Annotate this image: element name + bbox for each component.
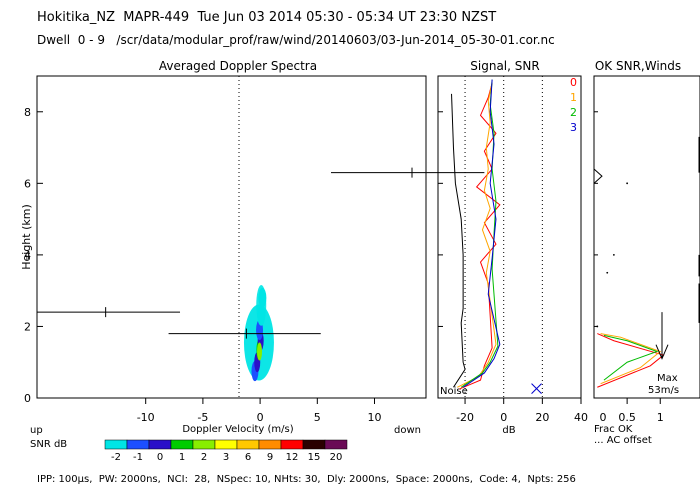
- colorbar-tick-label: 3: [223, 452, 229, 463]
- winds-frame: [593, 75, 700, 399]
- colorbar-tick-label: 15: [308, 452, 321, 463]
- spectra-xtick-label: 5: [314, 411, 321, 424]
- spectra-xtick-label: 10: [368, 411, 382, 424]
- spectrum-peak-cell: [257, 342, 263, 361]
- frac-ok-label: Frac OK: [594, 424, 633, 435]
- snr-xtick-label: 40: [574, 411, 588, 424]
- colorbar-tick-label: 2: [201, 452, 207, 463]
- max-wind-arrow-head: [655, 344, 669, 360]
- spectra-title: Averaged Doppler Spectra: [159, 59, 317, 73]
- colorbar-swatch: [280, 439, 304, 450]
- colorbar-tick-label: 9: [267, 452, 273, 463]
- spectra-down-label: down: [394, 425, 421, 436]
- colorbar-tick-label: -2: [111, 452, 121, 463]
- winds-dot: [596, 325, 599, 328]
- snr-series-1: [457, 83, 497, 388]
- winds-xtick-label: 1: [657, 411, 664, 424]
- snr-xtick-label: 0: [500, 411, 507, 424]
- winds-dot: [626, 182, 629, 185]
- colorbar-tick-label: -1: [133, 452, 143, 463]
- footer-line: IPP: 100µs, PW: 2000ns, NCI: 28, NSpec: …: [37, 474, 576, 485]
- winds-series-green: [603, 334, 659, 381]
- spectra-ytick-label: 6: [24, 177, 31, 190]
- winds-legend-entry: 0: [570, 76, 577, 89]
- colorbar-swatch: [324, 439, 348, 450]
- colorbar-tick-label: 0: [157, 452, 163, 463]
- winds-title: OK SNR,Winds: [595, 59, 681, 73]
- ac-offset-label: ... AC offset: [594, 435, 652, 446]
- snr-xlabel: dB: [502, 425, 515, 436]
- snr-series-3: [462, 79, 501, 388]
- colorbar-swatch: [192, 439, 216, 450]
- max-label: Max: [657, 373, 678, 384]
- spectra-ytick-label: 4: [24, 249, 31, 262]
- spectra-xtick-label: -5: [197, 411, 208, 424]
- colorbar-swatch: [302, 439, 326, 450]
- spectra-ylabel: Height (km): [20, 204, 33, 270]
- noise-label: Noise: [440, 386, 468, 397]
- noise-marker: [531, 383, 542, 394]
- snr-series-signal: [451, 93, 466, 388]
- colorbar-swatch: [126, 439, 150, 450]
- header-line-2: Dwell 0 - 9 /scr/data/modular_prof/raw/w…: [37, 33, 555, 47]
- winds-xtick-label: 0.5: [618, 411, 636, 424]
- header-line-1: Hokitika_NZ MAPR-449 Tue Jun 03 2014 05:…: [37, 10, 497, 25]
- snr-series-0: [459, 83, 501, 390]
- winds-legend-entry: 2: [570, 106, 577, 119]
- colorbar-tick-label: 12: [286, 452, 299, 463]
- winds-dot: [612, 253, 615, 256]
- max-speed-label: 53m/s: [648, 385, 679, 396]
- winds-series-black: [593, 168, 603, 184]
- colorbar-swatch: [214, 439, 238, 450]
- spectra-xlabel: Doppler Velocity (m/s): [182, 424, 293, 435]
- colorbar-tick-label: 1: [179, 452, 185, 463]
- winds-xtick-zero: 0: [600, 411, 607, 424]
- snr-frame: [437, 75, 582, 399]
- snr-xtick-label: -20: [456, 411, 474, 424]
- colorbar-tick-label: 20: [330, 452, 343, 463]
- spectra-ytick-label: 0: [24, 392, 31, 405]
- colorbar-tick-label: 6: [245, 452, 251, 463]
- colorbar-swatch: [258, 439, 282, 450]
- spectra-up-label: up: [30, 425, 43, 436]
- spectra-xtick-label: 0: [257, 411, 264, 424]
- colorbar-swatch: [148, 439, 172, 450]
- snr-series-2: [460, 79, 499, 388]
- spectra-frame: [36, 75, 427, 399]
- spectra-ytick-label: 2: [24, 320, 31, 333]
- winds-legend-entry: 1: [570, 91, 577, 104]
- colorbar-swatch: [170, 439, 194, 450]
- spectra-xtick-label: -10: [137, 411, 155, 424]
- spectra-ytick-label: 8: [24, 106, 31, 119]
- spectrum-core-cell: [258, 287, 267, 308]
- colorbar-swatch: [104, 439, 128, 450]
- colorbar-swatch: [236, 439, 260, 450]
- colorbar-label: SNR dB: [30, 439, 67, 450]
- snr-title: Signal, SNR: [470, 59, 539, 73]
- winds-series-orange: [600, 333, 662, 385]
- winds-legend-entry: 3: [570, 121, 577, 134]
- spectrum-core-cell: [257, 305, 266, 326]
- winds-dot: [606, 271, 609, 274]
- snr-xtick-label: 20: [535, 411, 549, 424]
